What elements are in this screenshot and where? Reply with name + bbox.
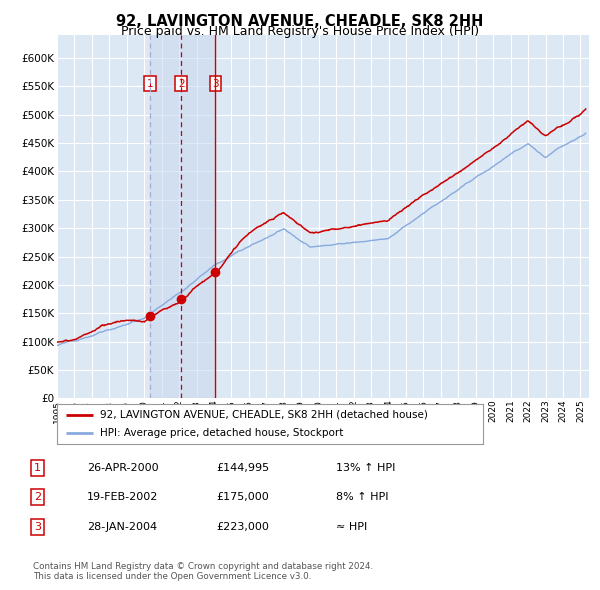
Text: £144,995: £144,995	[216, 463, 269, 473]
Text: ≈ HPI: ≈ HPI	[336, 522, 367, 532]
Text: 28-JAN-2004: 28-JAN-2004	[87, 522, 157, 532]
Text: 19-FEB-2002: 19-FEB-2002	[87, 493, 158, 502]
Text: 13% ↑ HPI: 13% ↑ HPI	[336, 463, 395, 473]
Text: 2: 2	[178, 78, 185, 88]
Text: HPI: Average price, detached house, Stockport: HPI: Average price, detached house, Stoc…	[100, 428, 343, 438]
Text: Price paid vs. HM Land Registry's House Price Index (HPI): Price paid vs. HM Land Registry's House …	[121, 25, 479, 38]
Text: £175,000: £175,000	[216, 493, 269, 502]
Bar	[150, 35, 215, 398]
Text: 3: 3	[34, 522, 41, 532]
Text: 1: 1	[34, 463, 41, 473]
Text: 26-APR-2000: 26-APR-2000	[87, 463, 158, 473]
Text: 92, LAVINGTON AVENUE, CHEADLE, SK8 2HH (detached house): 92, LAVINGTON AVENUE, CHEADLE, SK8 2HH (…	[100, 410, 427, 420]
Text: 8% ↑ HPI: 8% ↑ HPI	[336, 493, 389, 502]
Text: 2: 2	[34, 493, 41, 502]
Text: Contains HM Land Registry data © Crown copyright and database right 2024.
This d: Contains HM Land Registry data © Crown c…	[33, 562, 373, 581]
Text: 3: 3	[212, 78, 219, 88]
Text: 92, LAVINGTON AVENUE, CHEADLE, SK8 2HH: 92, LAVINGTON AVENUE, CHEADLE, SK8 2HH	[116, 14, 484, 29]
Text: £223,000: £223,000	[216, 522, 269, 532]
Text: 1: 1	[146, 78, 153, 88]
